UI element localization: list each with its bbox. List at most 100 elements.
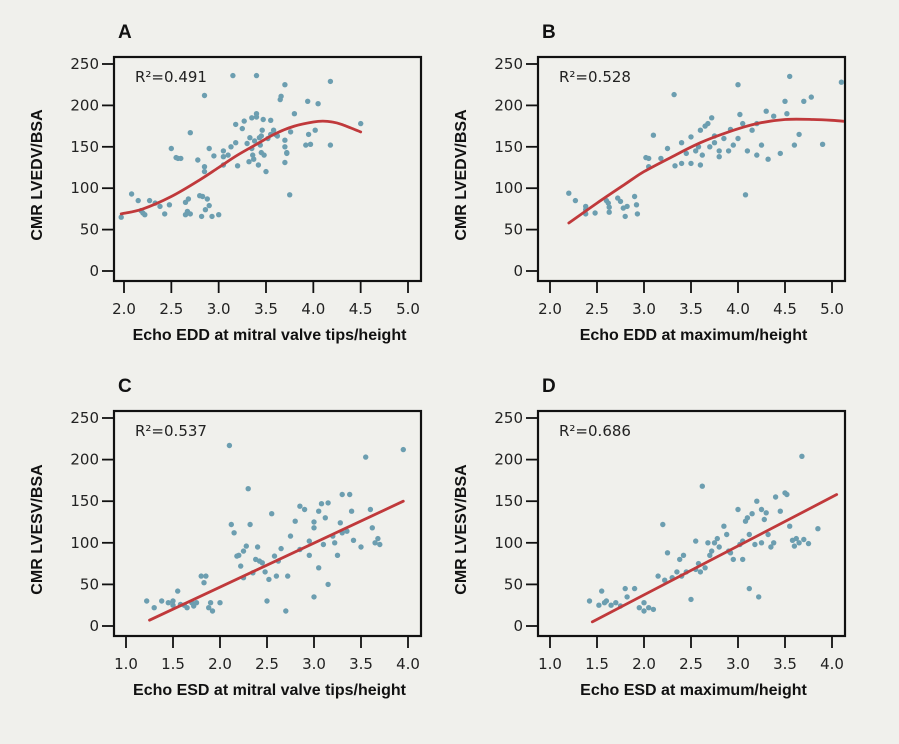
data-point bbox=[711, 140, 718, 146]
data-point bbox=[624, 203, 630, 210]
data-point bbox=[735, 82, 741, 88]
data-point bbox=[282, 82, 288, 88]
data-point bbox=[312, 127, 318, 133]
data-point bbox=[292, 518, 298, 524]
data-point bbox=[251, 156, 257, 162]
data-point bbox=[372, 540, 378, 546]
data-point bbox=[358, 544, 364, 550]
data-point bbox=[702, 565, 708, 571]
data-point bbox=[144, 598, 150, 604]
data-point bbox=[253, 114, 260, 120]
data-point bbox=[754, 152, 760, 158]
data-point bbox=[303, 142, 309, 148]
data-point bbox=[278, 93, 284, 100]
data-point bbox=[166, 202, 173, 208]
data-point bbox=[262, 569, 268, 575]
data-point bbox=[315, 101, 321, 107]
data-point bbox=[771, 540, 777, 546]
data-point bbox=[220, 148, 227, 154]
data-point bbox=[228, 521, 234, 528]
data-point bbox=[799, 453, 805, 459]
r-squared-annotation: R²=0.528 bbox=[559, 68, 631, 86]
data-point bbox=[730, 142, 736, 148]
data-point bbox=[633, 202, 640, 208]
data-point bbox=[187, 211, 193, 217]
data-point bbox=[678, 160, 685, 167]
data-point bbox=[758, 142, 765, 148]
data-point bbox=[660, 521, 666, 528]
data-point bbox=[791, 543, 798, 549]
data-point bbox=[787, 523, 793, 529]
data-point bbox=[801, 536, 807, 543]
y-tick-label: 100 bbox=[70, 179, 99, 197]
data-point bbox=[721, 135, 727, 142]
data-point bbox=[784, 111, 790, 117]
data-point bbox=[688, 160, 694, 167]
data-point bbox=[350, 537, 357, 543]
fit-line bbox=[148, 499, 405, 622]
x-tick-label: 1.5 bbox=[585, 655, 609, 673]
data-point bbox=[347, 491, 353, 498]
x-tick-label: 3.0 bbox=[302, 655, 326, 673]
x-axis-title: Echo ESD at mitral valve tips/height bbox=[133, 682, 407, 699]
data-point bbox=[339, 491, 345, 498]
data-point bbox=[247, 135, 253, 141]
data-point bbox=[246, 159, 252, 165]
data-point bbox=[254, 544, 261, 550]
scatter-points bbox=[586, 453, 821, 614]
data-point bbox=[203, 573, 209, 579]
y-tick-label: 150 bbox=[70, 492, 99, 510]
data-point bbox=[178, 155, 184, 162]
y-tick-label: 0 bbox=[89, 262, 99, 280]
data-point bbox=[613, 600, 619, 606]
data-point bbox=[746, 585, 752, 592]
data-point bbox=[782, 98, 788, 105]
data-point bbox=[285, 573, 291, 579]
plot-frame bbox=[536, 409, 847, 638]
data-point bbox=[699, 483, 705, 489]
panel-label: D bbox=[542, 376, 556, 397]
data-point bbox=[201, 168, 208, 175]
data-point bbox=[714, 535, 720, 542]
data-point bbox=[721, 523, 727, 529]
data-point bbox=[226, 442, 233, 449]
data-point bbox=[146, 197, 153, 204]
y-tick-label: 200 bbox=[494, 451, 523, 469]
x-tick-label: 3.5 bbox=[773, 655, 797, 673]
data-point bbox=[765, 531, 771, 538]
data-point bbox=[255, 162, 262, 168]
data-point bbox=[278, 545, 284, 552]
data-point bbox=[605, 200, 611, 206]
data-point bbox=[586, 598, 593, 604]
data-point bbox=[209, 608, 216, 614]
data-point bbox=[749, 127, 755, 133]
data-point bbox=[271, 553, 278, 559]
data-point bbox=[400, 446, 406, 453]
data-point bbox=[735, 135, 741, 142]
data-point bbox=[170, 602, 176, 608]
scatter-points bbox=[118, 72, 364, 220]
data-point bbox=[758, 540, 765, 546]
data-point bbox=[838, 79, 844, 85]
data-point bbox=[325, 581, 331, 588]
data-point bbox=[249, 115, 255, 121]
x-tick-label: 2.5 bbox=[255, 655, 279, 673]
data-point bbox=[744, 515, 751, 521]
data-point bbox=[793, 535, 799, 542]
data-point bbox=[646, 605, 652, 611]
data-point bbox=[301, 506, 308, 513]
data-point bbox=[239, 125, 245, 132]
panel-label: A bbox=[118, 22, 132, 43]
scatter-points bbox=[566, 73, 844, 220]
data-point bbox=[250, 152, 256, 158]
y-tick-label: 50 bbox=[80, 575, 99, 593]
data-point bbox=[709, 548, 715, 554]
y-tick-label: 250 bbox=[70, 409, 99, 427]
data-point bbox=[641, 600, 647, 606]
data-point bbox=[198, 213, 205, 220]
data-point bbox=[225, 152, 231, 158]
data-point bbox=[282, 144, 288, 150]
x-axis-title: Echo EDD at maximum/height bbox=[580, 327, 808, 344]
panel-d: D 0 50 100 150 200 250 1.0 1.5 2.0 2.5 3.0 3.5 4.0 Ech… bbox=[453, 376, 847, 699]
x-tick-label: 3.5 bbox=[254, 300, 278, 318]
